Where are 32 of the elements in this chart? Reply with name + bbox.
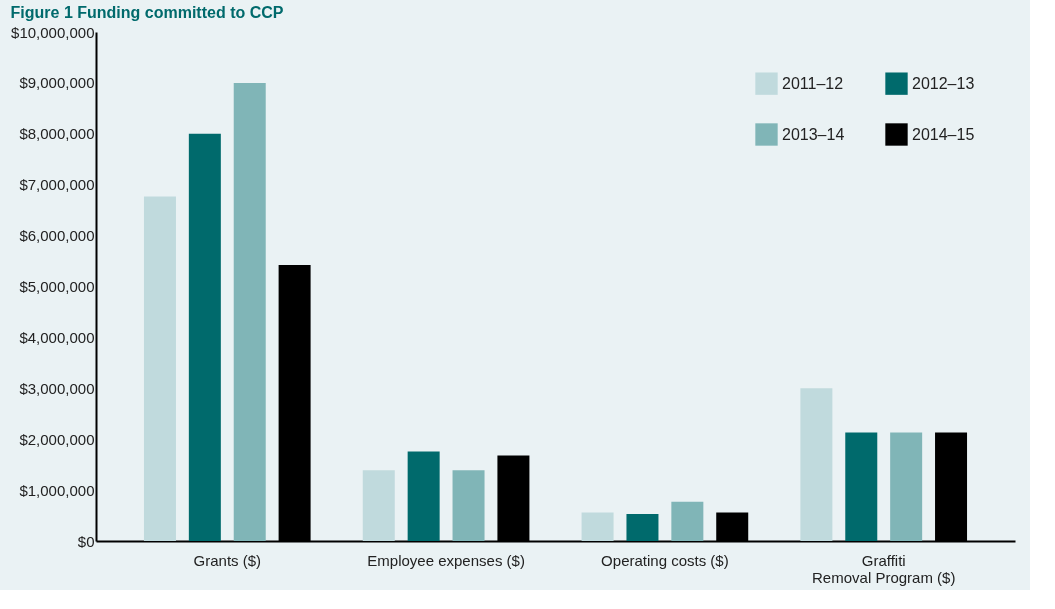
y-tick-label: $3,000,000 bbox=[19, 379, 95, 397]
y-tick-label: $7,000,000 bbox=[19, 176, 95, 194]
x-tick-label: Graffiti Removal Program ($) bbox=[812, 551, 956, 586]
bar bbox=[362, 470, 395, 541]
bar bbox=[845, 432, 878, 541]
bar bbox=[890, 432, 923, 541]
bar bbox=[188, 133, 221, 541]
legend-label: 2014–15 bbox=[912, 125, 975, 143]
y-tick-label: $5,000,000 bbox=[19, 278, 95, 295]
bar bbox=[407, 451, 440, 541]
bar bbox=[671, 501, 704, 541]
bar bbox=[452, 470, 485, 541]
chart-title: Figure 1 Funding committed to CCP bbox=[10, 4, 284, 21]
y-tick-label: $2,000,000 bbox=[19, 430, 95, 448]
bar bbox=[233, 82, 266, 541]
y-tick-label: $8,000,000 bbox=[19, 125, 95, 143]
x-tick-label: Grants ($) bbox=[193, 551, 262, 569]
y-tick-label: $6,000,000 bbox=[19, 227, 95, 245]
bar bbox=[800, 388, 833, 541]
bar bbox=[143, 196, 176, 541]
y-tick-label: $0 bbox=[77, 532, 95, 550]
legend-label: 2012–13 bbox=[912, 74, 975, 92]
legend-label: 2013–14 bbox=[782, 125, 845, 143]
y-tick-label: $4,000,000 bbox=[19, 328, 95, 346]
bar bbox=[626, 514, 659, 541]
legend-label: 2011–12 bbox=[782, 74, 844, 92]
y-tick-label: $9,000,000 bbox=[19, 74, 95, 92]
bar bbox=[581, 512, 614, 541]
x-tick-label: Operating costs ($) bbox=[601, 551, 729, 569]
y-tick-label: $1,000,000 bbox=[19, 481, 95, 499]
y-tick-label: $10,000,000 bbox=[11, 23, 95, 41]
x-tick-label: Employee expenses ($) bbox=[367, 551, 525, 569]
